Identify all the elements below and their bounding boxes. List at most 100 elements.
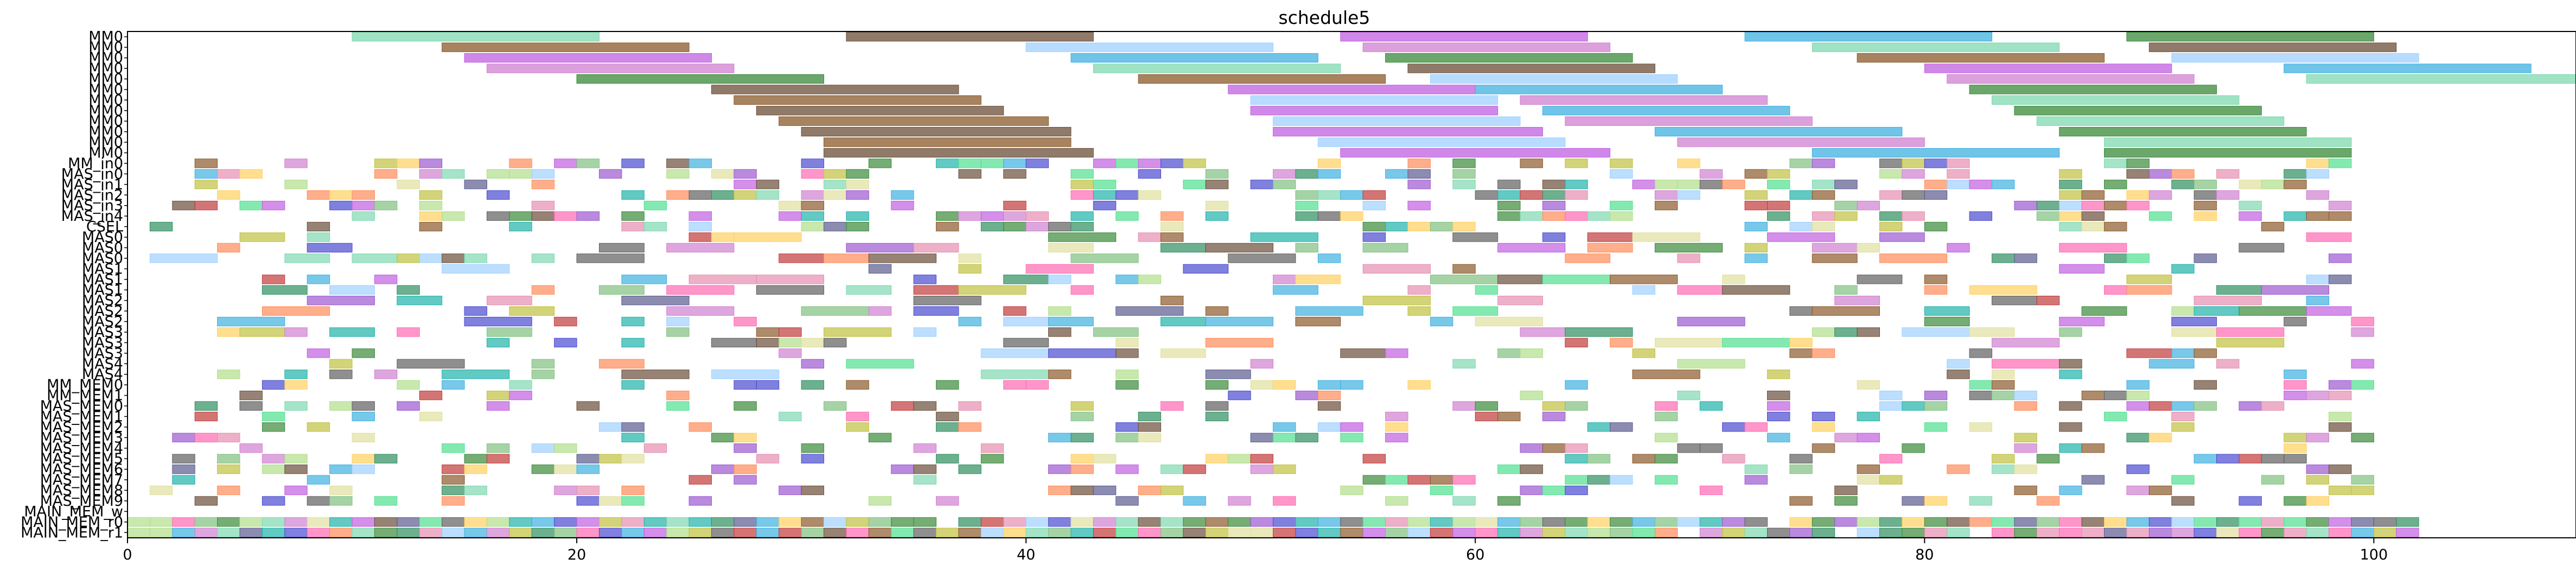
task-bar — [756, 517, 780, 527]
task-bar — [1812, 158, 1835, 168]
task-bar — [1407, 475, 1431, 485]
task-bar — [1250, 106, 1499, 116]
row-label: MM0 — [88, 103, 123, 119]
task-bar — [1767, 169, 1790, 179]
task-bar — [554, 464, 577, 474]
task-bar — [1452, 517, 1476, 527]
task-bar — [1138, 485, 1162, 495]
task-bar — [2104, 137, 2352, 147]
task-bar — [2329, 485, 2352, 495]
task-bar — [531, 180, 555, 189]
task-bar — [2148, 433, 2172, 443]
task-bar — [643, 517, 667, 527]
task-bar — [688, 517, 712, 527]
task-bar — [1205, 306, 1229, 316]
task-bar — [868, 496, 892, 506]
task-bar — [1025, 211, 1049, 221]
task-bar — [1812, 411, 1835, 422]
task-bar — [779, 411, 802, 422]
task-bar — [239, 201, 263, 211]
task-bars — [127, 32, 2576, 537]
task-bar — [801, 201, 825, 211]
task-bar — [1340, 211, 1363, 221]
task-bar — [1295, 433, 1318, 443]
task-bar — [1273, 380, 1296, 390]
task-bar — [1677, 253, 1700, 263]
task-bar — [397, 295, 443, 306]
task-bar — [846, 211, 869, 221]
task-bar — [1767, 433, 1790, 443]
task-bar — [1317, 517, 1341, 527]
task-bar — [1879, 475, 1903, 485]
task-bar — [576, 158, 600, 168]
task-bar — [1992, 380, 2015, 390]
task-bar — [2104, 390, 2127, 401]
task-bar — [2306, 475, 2330, 485]
task-bar — [1789, 464, 1813, 474]
task-bar — [419, 411, 443, 422]
task-bar — [1610, 201, 1633, 211]
task-bar — [958, 264, 981, 274]
task-bar — [801, 126, 1072, 137]
task-bar — [262, 422, 285, 432]
task-bar — [531, 359, 555, 368]
task-bar — [1003, 275, 1049, 284]
task-bar — [397, 380, 420, 390]
task-bar — [2148, 485, 2172, 495]
task-bar — [1902, 211, 1925, 221]
task-bar — [2216, 517, 2240, 527]
task-bar — [1048, 221, 1072, 232]
task-bar — [1003, 338, 1049, 348]
task-bar — [442, 517, 465, 527]
task-bar — [1295, 201, 1318, 211]
task-bar — [1520, 517, 1543, 527]
task-bar — [554, 485, 577, 495]
task-bar — [397, 527, 420, 537]
task-bar — [1969, 517, 1993, 527]
task-bar — [1385, 527, 1408, 537]
task-bar — [666, 190, 690, 200]
task-bar — [194, 433, 218, 443]
task-bar — [1812, 180, 1835, 189]
task-bar — [1565, 338, 1588, 348]
task-bar — [1947, 359, 1970, 368]
task-bar — [1857, 411, 1880, 422]
task-bar — [1677, 359, 1745, 368]
task-bar — [442, 169, 465, 179]
task-bar — [194, 158, 218, 168]
task-bar — [1025, 42, 1274, 52]
task-bar — [891, 201, 914, 211]
task-bar — [2329, 158, 2352, 168]
task-bar — [688, 496, 712, 506]
task-bar — [1744, 422, 1768, 432]
task-bar — [397, 253, 420, 263]
task-bar — [1834, 285, 1858, 295]
task-bar — [531, 370, 555, 379]
task-bar — [1497, 243, 1566, 253]
task-bar — [711, 169, 735, 179]
task-bar — [598, 527, 622, 537]
task-bar — [1677, 443, 1700, 453]
task-bar — [1947, 370, 1970, 379]
task-bar — [643, 221, 667, 232]
task-bar — [2148, 359, 2195, 368]
task-bar — [1003, 169, 1026, 179]
task-bar — [734, 180, 757, 189]
task-bar — [1003, 517, 1026, 527]
task-bar — [1992, 338, 2060, 348]
task-bar — [1677, 190, 1700, 200]
task-bar — [2081, 190, 2105, 200]
task-bar — [1879, 190, 1903, 200]
task-bar — [2171, 527, 2195, 537]
task-bar — [1992, 464, 2015, 474]
task-bar — [734, 401, 757, 411]
task-bar — [329, 496, 353, 506]
task-bar — [1632, 517, 1655, 527]
task-bar — [2126, 158, 2150, 168]
task-bar — [1924, 158, 1948, 168]
task-bar — [1722, 338, 1790, 348]
task-bar — [1340, 433, 1363, 443]
task-bar — [352, 190, 375, 200]
task-bar — [1722, 454, 1745, 463]
task-bar — [1654, 201, 1678, 211]
